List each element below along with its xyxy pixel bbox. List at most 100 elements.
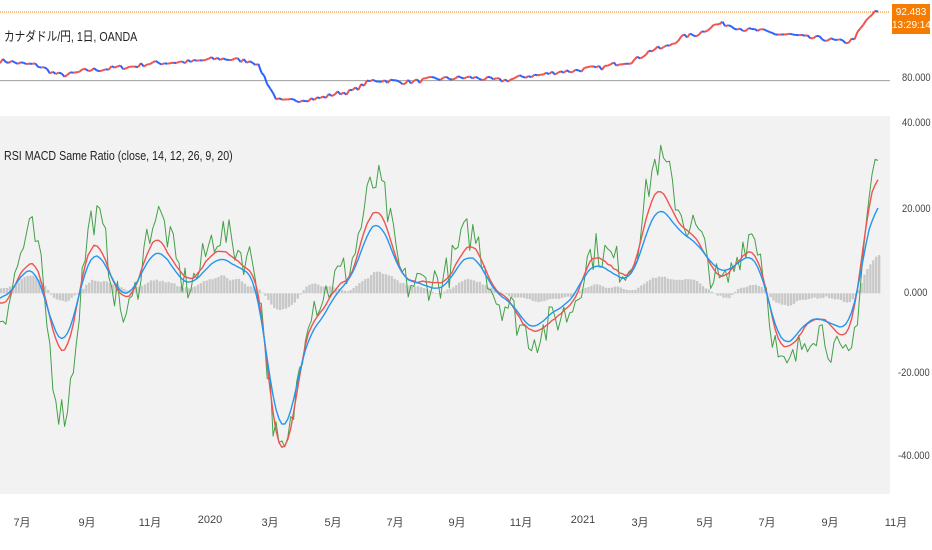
histogram-bar: [217, 277, 220, 294]
histogram-bar: [190, 287, 194, 294]
price-segment: [548, 70, 553, 75]
histogram-bar: [234, 279, 238, 294]
histogram-bar: [654, 277, 658, 294]
histogram-bar: [152, 280, 156, 294]
histogram-bar: [566, 293, 570, 297]
histogram-bar: [52, 293, 56, 298]
histogram-bar: [249, 286, 252, 294]
histogram-bar: [20, 279, 23, 294]
histogram-bar: [411, 286, 414, 294]
histogram-bar: [96, 281, 100, 294]
histogram-bar: [499, 291, 502, 294]
histogram-bar: [554, 293, 558, 299]
histogram-bar: [610, 287, 614, 294]
histogram-bar: [82, 288, 85, 294]
histogram-bar: [369, 275, 373, 294]
price-segment: [736, 27, 741, 31]
price-segment: [102, 68, 107, 72]
histogram-bar: [860, 282, 863, 294]
price-segment: [713, 23, 717, 26]
price-segment: [143, 63, 148, 68]
price-segment: [413, 78, 418, 82]
price-segment: [158, 61, 162, 66]
price-segment: [293, 98, 298, 103]
histogram-bar: [628, 290, 631, 294]
price-segment: [296, 100, 300, 104]
price-segment: [668, 42, 673, 47]
histogram-bar: [452, 287, 455, 294]
price-segment: [651, 48, 656, 53]
price-pane-title: カナダドル/円, 1日, OANDA: [4, 29, 138, 44]
price-segment: [272, 92, 277, 100]
price-segment: [451, 77, 456, 81]
histogram-bar: [88, 282, 91, 294]
histogram-bar: [284, 293, 288, 309]
price-segment: [2, 58, 7, 63]
histogram-bar: [784, 293, 787, 305]
histogram-bar: [687, 278, 690, 294]
histogram-bar: [14, 283, 18, 294]
histogram-bar: [836, 293, 840, 300]
price-segment: [874, 9, 879, 13]
histogram-bar: [355, 285, 358, 294]
histogram-bar: [146, 282, 150, 294]
histogram-bar: [264, 293, 267, 296]
price-segment: [366, 79, 371, 83]
histogram-bar: [593, 284, 596, 294]
price-segment: [336, 90, 342, 96]
time-axis-label: 7月: [13, 517, 31, 529]
time-axis-label: 2021: [570, 514, 596, 526]
histogram-bar: [267, 293, 270, 301]
price-segment: [818, 35, 823, 40]
price-segment: [542, 71, 547, 76]
time-axis-label: 9月: [78, 517, 96, 529]
price-segment: [580, 67, 586, 73]
price-segment: [469, 75, 474, 80]
indicator-axis-label: 40.000: [902, 117, 931, 129]
histogram-bar: [49, 293, 53, 295]
price-segment: [114, 65, 118, 69]
price-segment: [704, 29, 709, 33]
price-segment: [475, 75, 480, 80]
histogram-bar: [757, 285, 760, 294]
time-axis[interactable]: 7月 9月 11月 2020 3月 5月 7月 9月 11月 2021 3月 5…: [0, 494, 932, 550]
price-segment: [398, 80, 403, 85]
histogram-bar: [828, 293, 831, 299]
histogram-bar: [349, 290, 352, 294]
price-axis[interactable]: 80.000 40.000 20.000 0.000 -20.000 -40.0…: [890, 0, 932, 494]
price-segment: [269, 87, 274, 94]
price-segment: [23, 61, 27, 66]
histogram-bar: [140, 285, 144, 294]
price-segment: [851, 37, 855, 41]
price-segment: [90, 67, 95, 72]
price-segment: [730, 25, 735, 30]
histogram-bar: [789, 293, 793, 306]
time-axis-label: 9月: [448, 517, 466, 529]
histogram-bar: [613, 286, 617, 294]
histogram-bar: [675, 279, 678, 294]
time-axis-label: 7月: [386, 517, 404, 529]
histogram-bar: [226, 278, 229, 294]
indicator-pane[interactable]: RSI MACD Same Ratio (close, 14, 12, 26, …: [0, 116, 890, 494]
histogram-bar: [493, 290, 496, 294]
histogram-bar: [478, 281, 481, 294]
histogram-bar: [323, 286, 326, 294]
histogram-bar: [822, 293, 825, 299]
histogram-bar: [833, 293, 837, 300]
histogram-bar: [273, 293, 276, 308]
histogram-bar: [102, 280, 106, 294]
price-pane[interactable]: カナダドル/円, 1日, OANDA: [0, 0, 890, 107]
histogram-bar: [742, 287, 746, 294]
histogram-bar: [61, 293, 65, 301]
price-segment: [824, 39, 829, 42]
price-segment: [219, 57, 224, 61]
histogram-bar: [308, 284, 311, 294]
price-segment: [648, 49, 653, 53]
price-segment: [255, 63, 259, 66]
price-segment: [216, 56, 221, 61]
price-segment: [155, 60, 160, 64]
price-segment: [384, 79, 389, 84]
price-segment: [381, 79, 386, 83]
histogram-bar: [640, 285, 643, 294]
histogram-bar: [26, 275, 29, 294]
